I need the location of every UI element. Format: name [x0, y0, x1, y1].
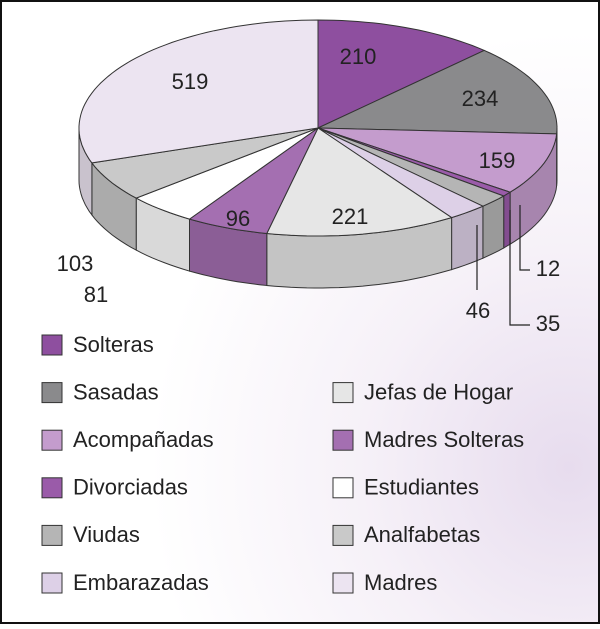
data-label: 35 — [536, 311, 560, 336]
legend-swatch — [42, 335, 62, 355]
slice-side — [504, 192, 510, 248]
data-label: 46 — [466, 298, 490, 323]
legend-label: Divorciadas — [73, 475, 188, 500]
legend-swatch — [333, 525, 353, 545]
legend-swatch — [42, 478, 62, 498]
legend-swatch — [42, 430, 62, 450]
data-label: 96 — [226, 206, 250, 231]
legend-label: Madres Solteras — [364, 427, 524, 452]
legend-swatch — [333, 383, 353, 403]
legend-label: Embarazadas — [73, 570, 209, 595]
legend-label: Acompañadas — [73, 427, 214, 452]
legend-label: Estudiantes — [364, 475, 479, 500]
data-label: 234 — [462, 86, 499, 111]
legend-label: Solteras — [73, 332, 154, 357]
data-label: 12 — [536, 256, 560, 281]
legend-swatch — [42, 525, 62, 545]
data-label: 103 — [57, 251, 94, 276]
legend-swatch — [333, 430, 353, 450]
legend-label: Analfabetas — [364, 522, 480, 547]
data-label: 210 — [340, 44, 377, 69]
data-label: 221 — [332, 204, 369, 229]
data-label: 519 — [172, 69, 209, 94]
data-label: 81 — [84, 282, 108, 307]
legend-label: Viudas — [73, 522, 140, 547]
legend-label: Sasadas — [73, 379, 159, 404]
legend-swatch — [333, 573, 353, 593]
legend-swatch — [42, 383, 62, 403]
data-label: 159 — [479, 148, 516, 173]
legend-swatch — [42, 573, 62, 593]
legend-label: Jefas de Hogar — [364, 379, 513, 404]
legend-swatch — [333, 478, 353, 498]
legend-label: Madres — [364, 570, 437, 595]
